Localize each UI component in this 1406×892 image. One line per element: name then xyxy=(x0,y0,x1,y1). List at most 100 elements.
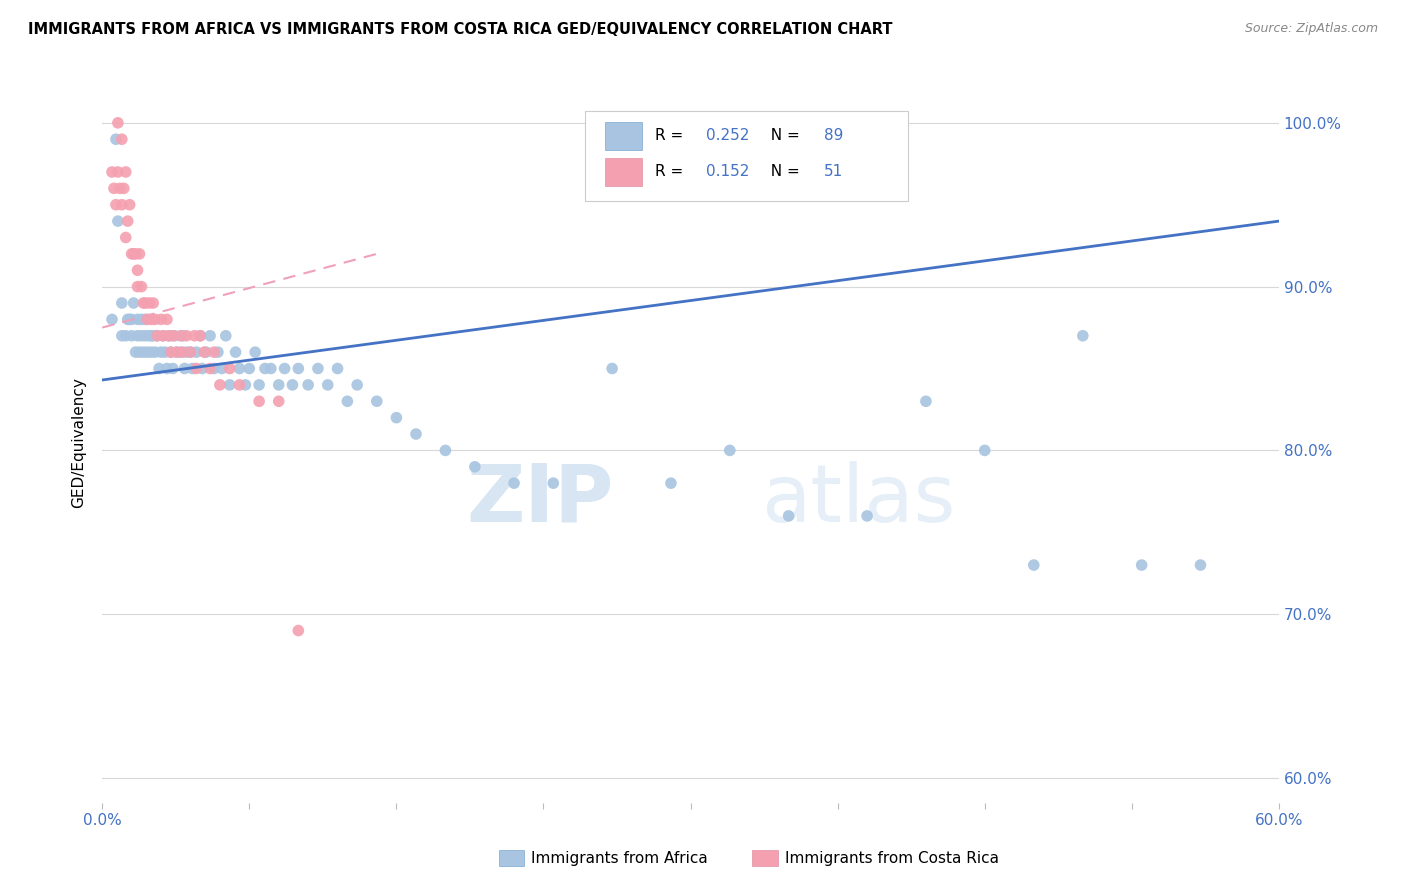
Point xyxy=(218,377,240,392)
Point xyxy=(162,328,184,343)
Point xyxy=(169,328,191,343)
Point xyxy=(267,377,290,392)
Point xyxy=(215,328,238,343)
Point xyxy=(503,476,526,491)
Point xyxy=(142,296,165,310)
Point xyxy=(134,328,156,343)
Point xyxy=(103,181,125,195)
Point xyxy=(121,328,143,343)
Text: 51: 51 xyxy=(824,164,842,179)
Point xyxy=(114,165,136,179)
Point xyxy=(142,328,165,343)
Point xyxy=(316,377,339,392)
Point xyxy=(141,345,163,359)
Point xyxy=(121,247,143,261)
Point xyxy=(160,345,183,359)
Point xyxy=(464,459,486,474)
Point xyxy=(281,377,304,392)
Point xyxy=(600,361,623,376)
Point xyxy=(195,345,218,359)
Text: 89: 89 xyxy=(824,128,844,144)
Point xyxy=(238,361,260,376)
Point xyxy=(659,476,682,491)
Point xyxy=(211,361,233,376)
Point xyxy=(143,345,166,359)
Point xyxy=(150,345,173,359)
Text: 0.252: 0.252 xyxy=(706,128,749,144)
Point xyxy=(208,377,231,392)
Point xyxy=(166,345,188,359)
Point xyxy=(186,361,208,376)
Point xyxy=(207,345,229,359)
Point xyxy=(136,345,159,359)
Point xyxy=(111,198,134,212)
Point xyxy=(148,361,170,376)
Point xyxy=(235,377,257,392)
Point xyxy=(150,312,173,326)
Point xyxy=(193,345,215,359)
Point xyxy=(183,328,205,343)
Point xyxy=(856,508,879,523)
Point xyxy=(336,394,359,409)
Point xyxy=(128,247,150,261)
Point xyxy=(121,312,143,326)
Text: R =: R = xyxy=(655,164,689,179)
Point xyxy=(1189,558,1212,572)
Point xyxy=(287,361,309,376)
Point xyxy=(132,345,155,359)
Point xyxy=(141,312,163,326)
Text: N =: N = xyxy=(761,128,804,144)
Point xyxy=(128,345,150,359)
Point xyxy=(273,361,295,376)
Point xyxy=(107,165,129,179)
Point xyxy=(191,361,214,376)
Point xyxy=(186,345,208,359)
Point xyxy=(718,443,741,458)
Text: R =: R = xyxy=(655,128,689,144)
Point xyxy=(156,312,179,326)
Point xyxy=(172,345,194,359)
Bar xyxy=(605,158,643,186)
Text: ZIP: ZIP xyxy=(467,461,614,539)
Point xyxy=(160,345,183,359)
Point xyxy=(176,328,198,343)
Point xyxy=(157,328,180,343)
Point xyxy=(152,328,174,343)
Point xyxy=(1071,328,1094,343)
Point xyxy=(247,377,270,392)
Point xyxy=(117,312,139,326)
Point xyxy=(346,377,368,392)
Point xyxy=(176,345,198,359)
Point xyxy=(114,328,136,343)
Point xyxy=(141,328,163,343)
Point xyxy=(131,328,153,343)
Text: N =: N = xyxy=(761,164,804,179)
Point xyxy=(127,263,149,277)
Point xyxy=(122,247,145,261)
Text: IMMIGRANTS FROM AFRICA VS IMMIGRANTS FROM COSTA RICA GED/EQUIVALENCY CORRELATION: IMMIGRANTS FROM AFRICA VS IMMIGRANTS FRO… xyxy=(28,22,893,37)
Point xyxy=(326,361,349,376)
Point xyxy=(287,624,309,638)
Point xyxy=(122,296,145,310)
Point xyxy=(101,165,124,179)
Point xyxy=(134,296,156,310)
Point xyxy=(111,296,134,310)
Text: Source: ZipAtlas.com: Source: ZipAtlas.com xyxy=(1244,22,1378,36)
Point xyxy=(157,328,180,343)
Point xyxy=(156,361,179,376)
Point xyxy=(307,361,329,376)
Point xyxy=(260,361,283,376)
Point xyxy=(253,361,276,376)
Bar xyxy=(605,121,643,151)
Point xyxy=(405,427,427,442)
Point xyxy=(166,345,188,359)
Point xyxy=(228,361,250,376)
Point xyxy=(132,296,155,310)
Text: 0.152: 0.152 xyxy=(706,164,749,179)
Point xyxy=(543,476,565,491)
Point xyxy=(107,214,129,228)
Point xyxy=(973,443,995,458)
Point xyxy=(152,328,174,343)
Point xyxy=(127,312,149,326)
Point xyxy=(162,361,184,376)
